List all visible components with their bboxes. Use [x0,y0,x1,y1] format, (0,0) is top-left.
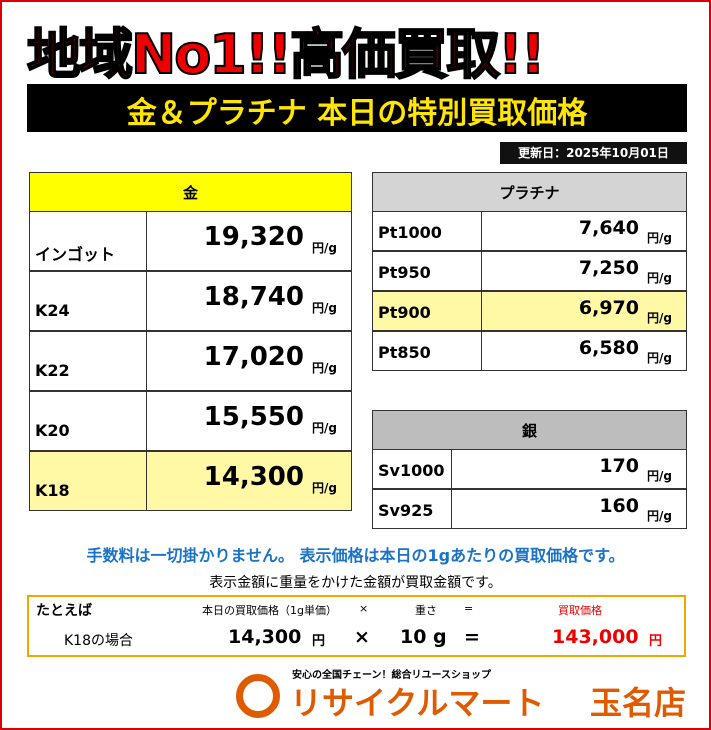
row-name-cell [29,391,147,451]
row-price-cell [481,211,687,251]
example-head: = [464,602,474,615]
row-unit: 円/g [312,301,337,315]
example-head: 買取価格 [558,604,602,617]
row-price: 6,970 [578,296,639,319]
table-header: 金 [29,172,352,212]
example-head: 重さ [415,604,437,617]
row-name-cell [29,271,147,331]
row-price: 18,740 [203,281,304,312]
row-name-cell [372,211,482,251]
row-name: K20 [35,421,70,440]
row-price-cell [451,489,687,529]
row-price-cell [481,331,687,371]
main-title: 地域No1!!高価買取!! [26,22,546,87]
row-price-cell [451,449,687,489]
row-name: インゴット [35,245,116,264]
example-times: × [354,626,370,648]
row-price: 7,250 [578,256,639,279]
row-price-cell [146,331,352,391]
row-unit: 円/g [647,311,672,325]
row-name-cell [372,331,482,371]
subtitle-bar [27,84,687,132]
store: 玉名店 [590,684,687,722]
row-price: 15,550 [203,401,304,432]
row-unit: 円/g [647,271,672,285]
row-price-cell [481,251,687,291]
row-price: 160 [599,494,639,517]
row-price: 7,640 [578,216,639,239]
row-price-cell [146,451,352,511]
example-yen: 円 [649,634,663,649]
example-label: たとえば [36,603,92,619]
row-name-cell [372,449,452,489]
row-unit: 円/g [647,231,672,245]
example-total: 143,000 [552,626,639,648]
row-price-cell [481,291,687,331]
update-date: 更新日：2025年10月01日 [500,142,687,164]
row-unit: 円/g [647,351,672,365]
example-head: 本日の買取価格（1g単価） [202,604,337,617]
example-price: 14,300 [228,626,302,648]
row-price: 17,020 [203,341,304,372]
logo-mark [236,674,280,718]
row-name-cell [372,291,482,331]
formula-note: 表示金額に重量をかけた金額が買取金額です。 [209,575,502,591]
row-name: Pt1000 [378,223,442,242]
row-price: 6,580 [578,336,639,359]
row-name: Sv925 [378,501,434,520]
table-header: プラチナ [372,172,687,212]
row-unit: 円/g [647,469,672,483]
example-case: K18の場合 [64,633,133,649]
row-name: K24 [35,301,70,320]
example-weight: 10 g [400,626,447,648]
row-price: 14,300 [203,461,304,492]
row-name-cell [29,331,147,391]
row-price-cell [146,271,352,331]
row-price-cell [146,211,352,271]
example-yen: 円 [312,634,326,649]
subtitle: 金＆プラチナ 本日の特別買取価格 [126,96,588,131]
row-price-cell [146,391,352,451]
example-head: × [359,602,369,615]
row-name: K22 [35,361,70,380]
row-name: Pt850 [378,343,431,362]
row-unit: 円/g [312,481,337,495]
example-box [27,595,686,657]
example-equals: = [464,626,480,648]
row-name: Sv1000 [378,461,445,480]
row-unit: 円/g [312,361,337,375]
row-name: Pt900 [378,303,431,322]
table-header: 銀 [372,410,687,450]
row-price: 170 [599,454,639,477]
row-name-cell [29,211,147,271]
row-unit: 円/g [647,509,672,523]
row-name: K18 [35,481,70,500]
fee-note: 手数料は一切掛かりません。 表示価格は本日の1gあたりの買取価格です。 [86,546,625,565]
brand: リサイクルマート [290,684,545,722]
row-unit: 円/g [312,241,337,255]
row-unit: 円/g [312,421,337,435]
row-name-cell [29,451,147,511]
tagline: 安心の全国チェーン！総合リユースショップ [292,670,491,681]
row-price: 19,320 [203,221,304,252]
row-name: Pt950 [378,263,431,282]
